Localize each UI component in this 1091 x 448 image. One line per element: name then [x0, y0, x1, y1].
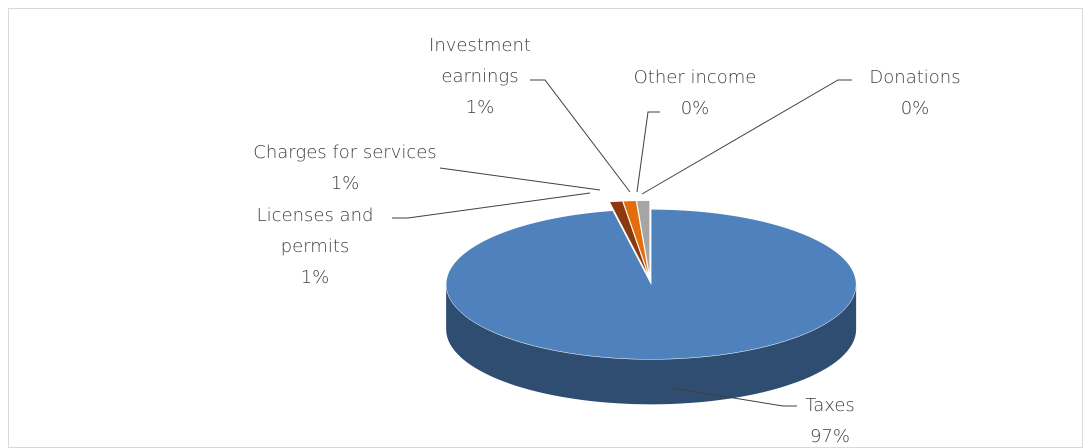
value-label: 0%	[900, 98, 930, 119]
value-label: 97%	[809, 426, 850, 447]
value-label: 1%	[330, 173, 360, 194]
value-label: 1%	[300, 267, 330, 288]
leader-line	[392, 192, 591, 219]
data-label: Licenses and permits 1%	[240, 200, 390, 293]
leader-line	[636, 111, 660, 193]
leader-line	[530, 79, 631, 193]
category-label: Charges for services	[253, 142, 437, 163]
pie-slice	[445, 209, 857, 360]
category-label: Licenses and permits	[256, 205, 374, 257]
data-label: Donations 0%	[840, 62, 990, 124]
leader-line	[641, 79, 852, 195]
leader-line	[439, 167, 601, 191]
category-label: Taxes	[805, 395, 855, 416]
category-label: Investment earnings	[429, 35, 531, 87]
pie-slice	[609, 200, 649, 276]
leader-line	[671, 387, 797, 407]
data-label: Taxes 97%	[760, 390, 900, 448]
leader-lines	[392, 79, 852, 407]
data-label: Charges for services 1%	[230, 137, 460, 199]
data-label: Investment earnings 1%	[415, 30, 545, 123]
value-label: 0%	[680, 98, 710, 119]
category-label: Donations	[869, 67, 961, 88]
pie	[445, 200, 857, 405]
pie-slice	[636, 200, 650, 276]
data-label: Other income 0%	[620, 62, 770, 124]
category-label: Other income	[633, 67, 757, 88]
pie-slice-side	[446, 284, 857, 405]
pie-slice	[622, 200, 650, 276]
value-label: 1%	[465, 97, 495, 118]
